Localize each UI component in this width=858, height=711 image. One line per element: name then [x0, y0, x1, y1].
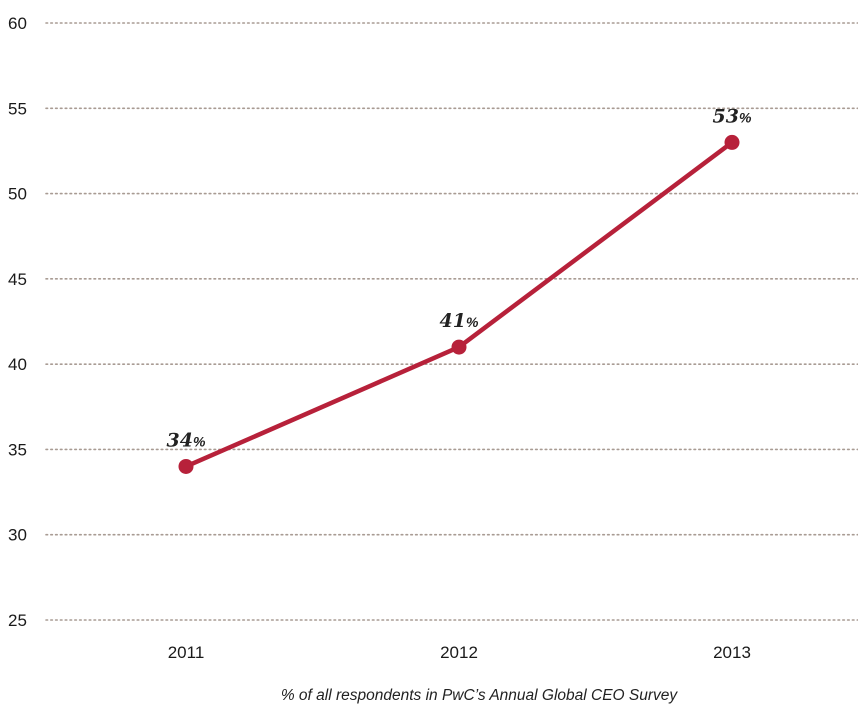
x-axis-ticks: 2011 2012 2013	[168, 643, 751, 662]
y-tick-label-25: 25	[8, 611, 27, 630]
y-tick-label-35: 35	[8, 440, 27, 459]
y-tick-label-45: 45	[8, 270, 27, 289]
data-point-2012	[451, 339, 467, 355]
gridlines	[45, 22, 858, 621]
y-axis-ticks: 25 30 35 40 45 50 55 60	[8, 14, 27, 630]
data-label-2013: 53%	[713, 105, 752, 127]
series-group	[178, 134, 740, 474]
y-tick-label-50: 50	[8, 185, 27, 204]
data-point-2013	[724, 134, 740, 150]
data-label-2012: 41%	[440, 310, 479, 332]
y-tick-label-40: 40	[8, 355, 27, 374]
y-tick-label-60: 60	[8, 14, 27, 33]
y-tick-label-55: 55	[8, 99, 27, 118]
series-line	[183, 140, 735, 469]
data-labels: 34% 41% 53%	[167, 105, 752, 451]
y-tick-label-30: 30	[8, 526, 27, 545]
x-tick-label-2012: 2012	[440, 643, 478, 662]
chart-caption: % of all respondents in PwC’s Annual Glo…	[281, 687, 679, 704]
data-label-2011: 34%	[167, 429, 206, 451]
data-point-2011	[178, 458, 194, 474]
x-tick-label-2013: 2013	[713, 643, 751, 662]
x-tick-label-2011: 2011	[168, 643, 205, 662]
